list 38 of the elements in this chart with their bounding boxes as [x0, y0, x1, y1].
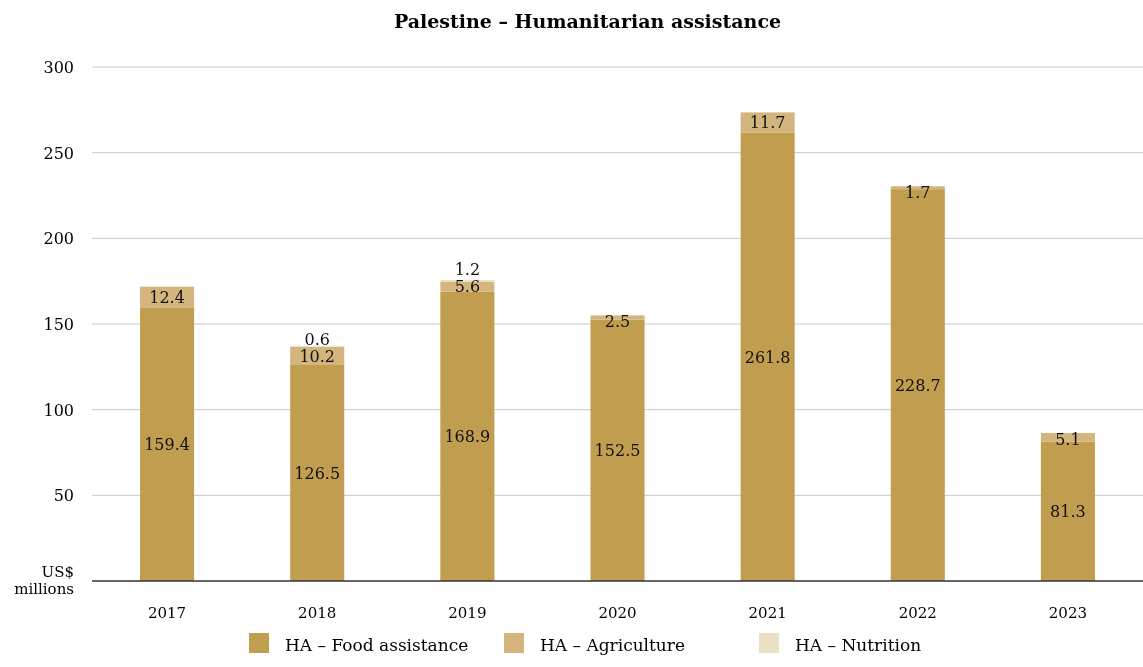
- data-label: 0.6: [304, 329, 330, 349]
- y-tick-label: 250: [43, 143, 74, 163]
- legend-label: HA – Nutrition: [795, 635, 922, 655]
- data-label: 168.9: [444, 427, 491, 447]
- x-tick-label: 2022: [898, 604, 937, 622]
- data-label: 12.4: [149, 288, 185, 308]
- y-tick-label: 200: [43, 229, 74, 249]
- data-label: 152.5: [594, 441, 641, 461]
- y-tick-label: 150: [43, 315, 74, 334]
- y-tick-label: 100: [43, 400, 74, 420]
- x-tick-label: 2018: [298, 604, 337, 622]
- y-tick-label: 50: [53, 486, 74, 506]
- bar: [290, 364, 345, 581]
- bar: [440, 291, 495, 581]
- data-label: 1.2: [454, 259, 481, 279]
- data-label: 126.5: [294, 463, 341, 483]
- data-label: 81.3: [1050, 502, 1086, 522]
- bar: [140, 307, 195, 581]
- x-tick-label: 2017: [147, 604, 187, 622]
- data-label: 1.7: [905, 183, 931, 203]
- data-label: 5.6: [454, 276, 481, 296]
- y-tick-label: 300: [43, 58, 74, 77]
- data-label: 5.1: [1055, 429, 1081, 449]
- data-label: 159.4: [144, 435, 190, 455]
- legend-label: HA – Food assistance: [285, 635, 469, 655]
- data-label: 2.5: [604, 312, 631, 332]
- data-label: 261.8: [744, 347, 791, 367]
- chart-title: Palestine – Humanitarian assistance: [393, 10, 782, 32]
- x-tick-label: 2021: [748, 604, 787, 622]
- data-label: 228.7: [894, 376, 941, 396]
- x-tick-label: 2019: [448, 604, 487, 622]
- x-tick-label: 2020: [598, 604, 637, 622]
- data-label: 11.7: [749, 113, 786, 133]
- data-label: 10.2: [299, 346, 336, 366]
- bar: [740, 132, 795, 581]
- y-axis-title: US$ millions: [14, 563, 74, 598]
- legend-label: HA – Agriculture: [540, 635, 686, 655]
- x-tick-label: 2023: [1048, 604, 1088, 622]
